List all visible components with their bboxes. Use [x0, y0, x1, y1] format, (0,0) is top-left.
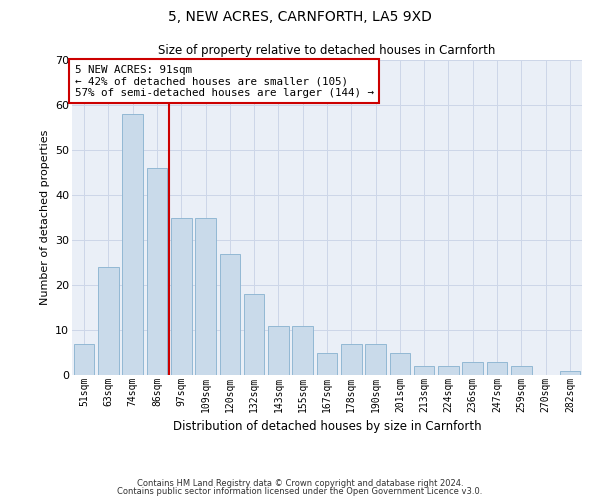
Y-axis label: Number of detached properties: Number of detached properties — [40, 130, 50, 305]
Bar — [74, 344, 94, 375]
Bar — [98, 267, 119, 375]
Text: 5, NEW ACRES, CARNFORTH, LA5 9XD: 5, NEW ACRES, CARNFORTH, LA5 9XD — [168, 10, 432, 24]
Bar — [122, 114, 143, 375]
Bar — [365, 344, 386, 375]
Text: Contains public sector information licensed under the Open Government Licence v3: Contains public sector information licen… — [118, 487, 482, 496]
Bar — [341, 344, 362, 375]
Bar — [268, 326, 289, 375]
Bar — [463, 362, 483, 375]
Bar — [414, 366, 434, 375]
Bar — [171, 218, 191, 375]
X-axis label: Distribution of detached houses by size in Carnforth: Distribution of detached houses by size … — [173, 420, 481, 433]
Bar — [487, 362, 508, 375]
Text: 5 NEW ACRES: 91sqm
← 42% of detached houses are smaller (105)
57% of semi-detach: 5 NEW ACRES: 91sqm ← 42% of detached hou… — [74, 64, 374, 98]
Bar — [146, 168, 167, 375]
Text: Contains HM Land Registry data © Crown copyright and database right 2024.: Contains HM Land Registry data © Crown c… — [137, 478, 463, 488]
Bar — [244, 294, 265, 375]
Bar — [511, 366, 532, 375]
Bar — [292, 326, 313, 375]
Bar — [389, 352, 410, 375]
Bar — [317, 352, 337, 375]
Bar — [438, 366, 459, 375]
Title: Size of property relative to detached houses in Carnforth: Size of property relative to detached ho… — [158, 44, 496, 58]
Bar — [220, 254, 240, 375]
Bar — [560, 370, 580, 375]
Bar — [195, 218, 216, 375]
